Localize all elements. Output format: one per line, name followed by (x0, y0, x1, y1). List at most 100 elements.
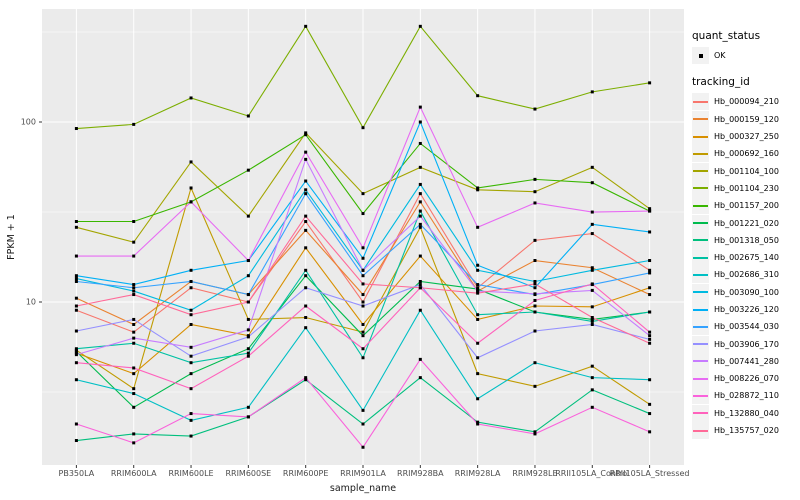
legend-item-label: OK (714, 51, 726, 61)
data-point (189, 279, 193, 283)
y-tick-label: 10 (26, 298, 36, 307)
data-point (132, 392, 136, 396)
data-point (304, 326, 308, 330)
x-tick-label: RRII105LA_Control (555, 469, 629, 478)
data-point (590, 305, 594, 309)
data-point (533, 201, 537, 205)
legend-item-Hb_003544_030: Hb_003544_030 (692, 318, 798, 336)
data-point (476, 289, 480, 293)
legend-key-line-icon (693, 152, 708, 155)
legend-key-line-icon (693, 204, 708, 207)
data-point (533, 304, 537, 308)
data-point (590, 364, 594, 368)
legend-key-line-icon (693, 377, 708, 380)
legend-key-line-icon (693, 170, 708, 173)
data-point (74, 225, 78, 229)
data-point (74, 439, 78, 443)
x-tick-label: RRII105LA_Stressed (610, 469, 690, 478)
data-point (476, 291, 480, 295)
data-point (74, 350, 78, 354)
legend-key-box (692, 197, 709, 215)
legend-key-line-icon (693, 118, 708, 121)
data-point (590, 405, 594, 409)
data-point (476, 313, 480, 317)
x-tick-label: RRIM600PE (283, 469, 329, 478)
data-point (361, 334, 365, 338)
legend-key-box (692, 179, 709, 197)
data-point (304, 150, 308, 154)
data-point (361, 126, 365, 130)
legend-title-tracking-id: tracking_id (692, 76, 750, 89)
legend-item-Hb_003090_100: Hb_003090_100 (692, 283, 798, 301)
data-point (648, 207, 652, 211)
legend-key-line-icon (693, 291, 708, 294)
legend-key-line-icon (693, 100, 708, 103)
legend-item-label: Hb_003544_030 (714, 322, 779, 332)
data-point (361, 445, 365, 449)
y-tick-label: 100 (21, 118, 36, 127)
data-point (590, 210, 594, 214)
legend: quant_status OK tracking_id Hb_000094_21… (692, 30, 798, 440)
legend-key-line-icon (693, 343, 708, 346)
legend-key-box (692, 387, 709, 405)
legend-key-line-icon (693, 273, 708, 276)
data-point (418, 192, 422, 196)
data-point (246, 351, 250, 355)
legend-item-Hb_132880_040: Hb_132880_040 (692, 404, 798, 422)
legend-key-box (692, 231, 709, 249)
data-point (418, 105, 422, 109)
data-point (361, 212, 365, 216)
data-point (648, 293, 652, 297)
data-point (533, 310, 537, 314)
data-point (246, 347, 250, 351)
data-point (132, 366, 136, 370)
data-point (189, 361, 193, 365)
data-point (246, 114, 250, 118)
data-point (648, 230, 652, 234)
data-point (533, 238, 537, 242)
data-point (590, 232, 594, 236)
data-point (648, 337, 652, 341)
data-point (533, 384, 537, 388)
legend-key-box (692, 318, 709, 336)
data-point (189, 96, 193, 100)
legend-gap (692, 64, 798, 76)
data-point (361, 293, 365, 297)
x-tick-label: RRIM928BA (397, 469, 444, 478)
legend-key-line-icon (693, 187, 708, 190)
data-point (418, 225, 422, 229)
data-point (132, 286, 136, 290)
legend-key-line-icon (693, 394, 708, 397)
data-point (304, 133, 308, 137)
data-point (476, 94, 480, 98)
data-point (132, 293, 136, 297)
data-point (132, 283, 136, 287)
data-point (132, 432, 136, 436)
data-point (361, 256, 365, 260)
data-point (533, 329, 537, 333)
data-point (418, 214, 422, 218)
data-point (418, 165, 422, 169)
data-point (361, 282, 365, 286)
data-point (418, 308, 422, 312)
data-point (418, 209, 422, 213)
data-point (361, 408, 365, 412)
data-point (476, 397, 480, 401)
data-point (418, 254, 422, 258)
x-tick-label: RRIM600SE (225, 469, 271, 478)
legend-item-Hb_001104_100: Hb_001104_100 (692, 162, 798, 180)
data-point (246, 259, 250, 263)
data-point (132, 122, 136, 126)
data-point (418, 286, 422, 290)
legend-key-box (692, 422, 709, 440)
data-point (132, 405, 136, 409)
data-point (304, 378, 308, 382)
data-point (648, 268, 652, 272)
legend-item-label: Hb_003226_120 (714, 305, 779, 314)
legend-key-line-icon (693, 135, 708, 138)
legend-key-box (692, 335, 709, 353)
legend-item-Hb_007441_280: Hb_007441_280 (692, 352, 798, 370)
data-point (533, 259, 537, 263)
x-tick-label: RRIM600LA (111, 469, 157, 478)
